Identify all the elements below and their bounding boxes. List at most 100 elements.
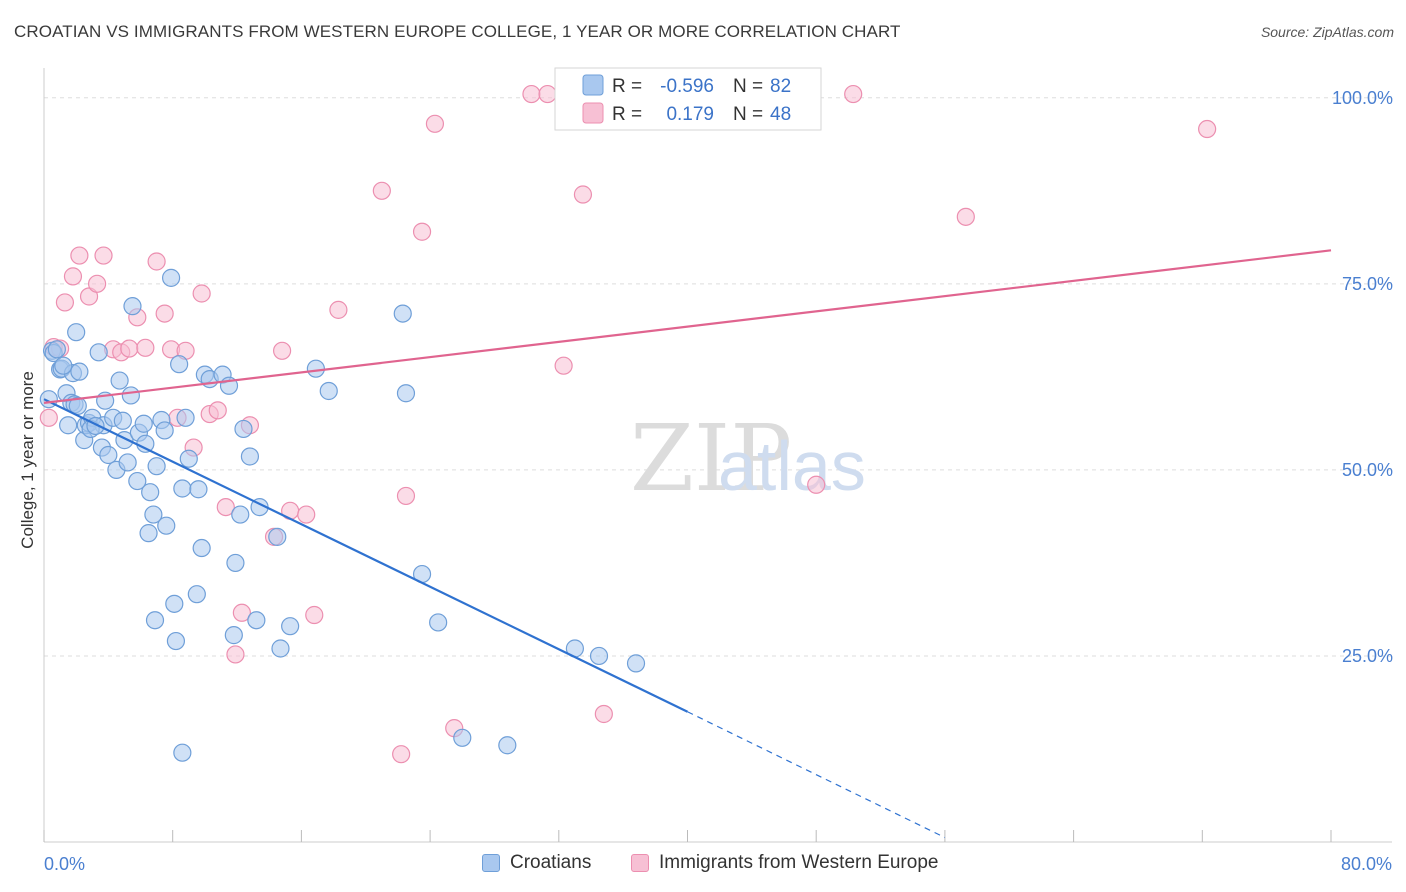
chart-title: CROATIAN VS IMMIGRANTS FROM WESTERN EURO…: [14, 22, 901, 41]
croatians-point: [589, 646, 609, 666]
croatians-point: [110, 371, 129, 390]
legend-r-label-1: R =: [612, 76, 642, 97]
y-tick-label: 100.0%: [1332, 88, 1393, 108]
croatians-point: [89, 343, 108, 362]
croatians-point: [145, 611, 165, 630]
croatians-point: [144, 505, 163, 524]
croatians-point: [453, 728, 472, 747]
axes: [43, 68, 1392, 843]
immigrants-point: [425, 114, 445, 133]
croatians-trend-line: [43, 398, 688, 713]
y-tick-label: 75.0%: [1342, 274, 1393, 294]
croatians-point: [134, 414, 153, 433]
immigrants-point: [392, 745, 411, 764]
croatians-point: [59, 416, 78, 435]
source-credit: Source: ZipAtlas.com: [1260, 24, 1394, 40]
immigrants-trend-line: [43, 249, 1332, 404]
immigrants-point: [305, 605, 324, 625]
croatians-point: [118, 453, 137, 472]
croatians-point: [189, 480, 208, 499]
croatians-point: [147, 457, 166, 476]
immigrants-point: [63, 267, 83, 286]
croatians-point: [67, 323, 86, 342]
immigrants-point: [272, 341, 292, 360]
x-tick-label-max: 80.0%: [1341, 854, 1392, 874]
immigrants-point: [329, 300, 348, 319]
croatians-point: [498, 736, 517, 755]
croatians-point: [121, 386, 140, 405]
series-croatians-points: [39, 268, 646, 762]
y-tick-label: 50.0%: [1342, 460, 1393, 480]
immigrants-point: [226, 645, 245, 664]
croatians-point: [141, 483, 160, 502]
croatians-point: [396, 384, 416, 403]
croatians-point: [234, 419, 253, 439]
watermark-atlas: atlas: [718, 427, 866, 505]
legend-swatch-croatians: [582, 74, 604, 96]
y-tick-labels: 25.0% 50.0% 75.0% 100.0%: [1332, 88, 1393, 666]
immigrants-point: [70, 246, 89, 265]
immigrants-point: [136, 338, 155, 357]
immigrants-point: [396, 486, 416, 506]
legend-r-value-1: -0.596: [660, 76, 714, 97]
legend-swatch-immigrants: [582, 102, 604, 124]
immigrants-point: [956, 207, 975, 226]
croatians-point: [319, 381, 338, 401]
croatians-point: [54, 356, 73, 375]
croatians-point: [231, 505, 250, 524]
x-tick-label-min: 0.0%: [44, 854, 85, 874]
immigrants-point: [573, 185, 593, 204]
croatians-point: [281, 617, 300, 636]
croatians-point: [240, 447, 260, 466]
legend-label-immigrants: Immigrants from Western Europe: [659, 852, 939, 873]
croatians-point: [626, 654, 646, 673]
immigrants-point: [155, 304, 174, 323]
y-axis-title: College, 1 year or more: [18, 371, 37, 549]
immigrants-point: [297, 505, 316, 524]
immigrants-point: [844, 84, 863, 104]
immigrants-point: [87, 274, 107, 293]
croatians-point: [187, 585, 206, 604]
immigrants-point: [554, 356, 573, 375]
croatians-point: [306, 359, 325, 378]
legend-n-value-1: 82: [770, 76, 791, 97]
immigrants-point: [208, 401, 227, 420]
legend-n-label-2: N =: [733, 104, 763, 125]
croatians-point: [429, 613, 448, 632]
croatians-point: [173, 743, 192, 762]
immigrants-point: [94, 246, 113, 265]
croatians-point: [99, 445, 118, 465]
croatians-point: [47, 340, 66, 359]
croatians-point: [393, 304, 412, 323]
croatians-point: [170, 355, 189, 374]
watermark-zip: ZIP: [630, 405, 792, 512]
croatians-trend-extension: [687, 711, 946, 839]
croatians-point: [271, 639, 290, 658]
croatians-swatch: [482, 854, 500, 872]
immigrants-point: [372, 181, 391, 200]
immigrants-point: [1198, 119, 1217, 139]
legend-r-label-2: R =: [612, 104, 642, 125]
immigrants-swatch: [631, 854, 649, 872]
immigrants-point: [538, 84, 557, 104]
croatians-point: [226, 553, 245, 573]
immigrants-point: [147, 252, 166, 271]
legend-item-immigrants: Immigrants from Western Europe: [631, 852, 938, 874]
immigrants-point: [594, 704, 613, 724]
croatians-point: [268, 527, 287, 546]
croatians-point: [123, 297, 142, 316]
croatians-point: [139, 524, 158, 543]
legend-n-label-1: N =: [733, 76, 763, 97]
gridlines: [44, 97, 1391, 657]
croatians-point: [176, 408, 195, 427]
immigrants-point: [192, 284, 211, 303]
croatians-point: [113, 411, 132, 430]
croatians-point: [155, 421, 174, 440]
immigrants-point: [39, 408, 58, 427]
immigrants-point: [522, 84, 541, 104]
immigrants-point: [232, 603, 251, 622]
y-tick-label: 25.0%: [1342, 646, 1393, 666]
croatians-point: [224, 626, 243, 645]
correlation-legend: R = -0.596 N = 82 R = 0.179 N = 48: [554, 67, 822, 131]
